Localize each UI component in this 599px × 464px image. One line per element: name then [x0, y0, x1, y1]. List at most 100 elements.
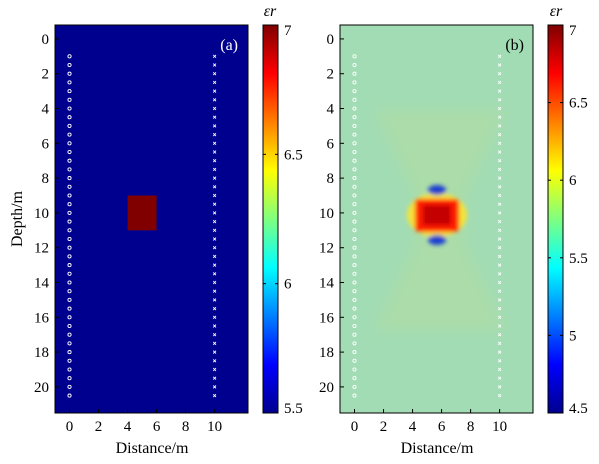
source-marker [352, 280, 357, 285]
x-tick-label: 8 [467, 419, 475, 435]
x-tick-label: 6 [153, 419, 161, 435]
receiver-marker [497, 367, 502, 372]
receiver-marker [497, 298, 502, 302]
receiver-marker [497, 393, 502, 398]
receiver-marker [497, 237, 502, 241]
y-tick-label: 4 [42, 102, 50, 118]
source-marker [352, 193, 357, 198]
y-tick-label: 20 [34, 380, 49, 396]
source-marker [67, 62, 72, 68]
y-tick-label: 18 [319, 345, 334, 361]
y-tick-label: 14 [34, 276, 50, 292]
source-marker [67, 263, 72, 268]
y-tick-label: 4 [327, 102, 335, 118]
source-marker [352, 306, 357, 311]
source-marker [352, 358, 357, 363]
receiver-marker [212, 54, 217, 59]
receiver-marker [497, 98, 502, 102]
receiver-marker [212, 158, 217, 163]
source-marker [352, 167, 357, 172]
source-marker [352, 254, 357, 259]
receiver-marker [212, 150, 217, 154]
source-marker [67, 271, 72, 276]
receiver-marker [212, 141, 217, 146]
x-tick-label: 8 [182, 419, 190, 435]
receiver-marker [212, 202, 217, 206]
panel-label-b: (b) [505, 37, 524, 54]
source-marker [67, 115, 72, 120]
source-marker [352, 228, 357, 233]
y-tick-label: 8 [42, 171, 50, 187]
source-marker [352, 115, 357, 120]
receiver-marker [212, 63, 217, 67]
receiver-marker [212, 350, 217, 354]
receiver-marker [497, 106, 502, 111]
receiver-marker [212, 106, 217, 111]
receiver-marker [497, 306, 502, 311]
colorbar-title-a: εr [264, 3, 277, 20]
x-tick-label: 0 [351, 419, 359, 435]
source-marker [67, 141, 72, 146]
receiver-marker [212, 185, 217, 189]
receiver-marker [212, 367, 217, 372]
receiver-marker [497, 359, 502, 363]
colorbar-tick-label: 6 [284, 277, 292, 293]
receiver-marker [497, 289, 502, 293]
source-marker [67, 315, 72, 320]
source-marker [352, 341, 357, 346]
panel-a: (a) 0 2 4 6 8 10 12 14 16 18 20 0 2 4 6 8 10 Depth/m Di… [9, 3, 303, 457]
y-tick-label: 12 [34, 241, 49, 257]
source-marker [67, 289, 72, 294]
source-marker [352, 80, 357, 85]
receiver-marker [212, 80, 217, 85]
receiver-marker [212, 332, 217, 337]
y-tick-label: 10 [319, 206, 334, 222]
y-axis-label: Depth/m [9, 190, 26, 247]
y-tick-label: 16 [319, 310, 335, 326]
receiver-marker [497, 245, 502, 250]
source-marker [352, 89, 357, 94]
y-tick-label: 6 [327, 136, 335, 152]
receiver-marker [212, 115, 217, 119]
source-marker [67, 176, 72, 181]
source-marker [67, 202, 72, 207]
source-marker [352, 263, 357, 268]
receiver-marker [212, 263, 217, 267]
x-axis-label-a: Distance/m [116, 440, 189, 457]
x-tick-label: 6 [438, 419, 446, 435]
receiver-marker [212, 280, 217, 285]
receiver-marker [497, 124, 502, 128]
colorbar-tick-label: 6.5 [284, 147, 303, 163]
receiver-marker [212, 298, 217, 302]
receiver-marker [497, 132, 502, 137]
y-tick-label: 2 [327, 67, 335, 83]
colorbar-tick-label: 5 [569, 328, 577, 344]
source-marker [352, 315, 357, 320]
source-marker [352, 176, 357, 181]
receiver-marker [497, 71, 502, 76]
source-marker [67, 254, 72, 259]
source-marker [67, 80, 72, 85]
colorbar-tick-label: 4.5 [569, 401, 588, 417]
x-tick-label: 2 [380, 419, 388, 435]
source-marker [67, 210, 72, 215]
source-marker [67, 123, 72, 128]
receiver-marker [497, 254, 502, 259]
receiver-marker [212, 98, 217, 102]
y-tick-label: 0 [327, 32, 335, 48]
x-tick-label: 2 [95, 419, 103, 435]
source-marker [352, 332, 357, 337]
receiver-marker [212, 228, 217, 233]
colorbar-tick-label: 6.5 [569, 96, 588, 112]
receiver-marker [212, 376, 217, 380]
receiver-marker [212, 167, 217, 172]
y-tick-label: 16 [34, 310, 50, 326]
receiver-marker [212, 306, 217, 311]
x-ticks-b: 0 2 4 6 8 10 [351, 409, 507, 435]
source-marker [67, 393, 72, 398]
source-marker [67, 89, 72, 94]
colorbar-tick-label: 7 [569, 23, 577, 39]
source-marker [67, 71, 72, 76]
plot-markers-a [67, 54, 217, 398]
